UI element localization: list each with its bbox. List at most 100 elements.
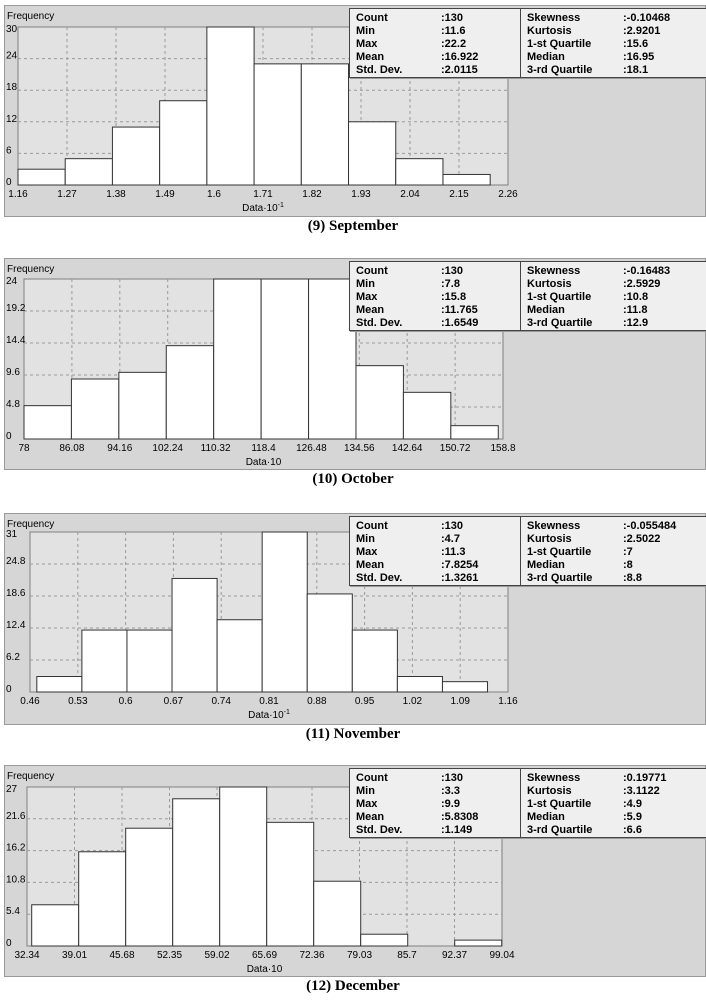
stat-row: Median: 11.8 [527, 304, 702, 317]
x-tick-label: 45.68 [109, 950, 134, 961]
stat-separator: : [623, 12, 627, 24]
stat-row: Mean: 16.922 [356, 51, 516, 64]
stat-value: 6.6 [626, 824, 642, 836]
stat-separator: : [623, 546, 627, 558]
histogram-bar [81, 629, 128, 693]
stat-separator: : [441, 317, 445, 329]
stat-label: Skewness [527, 265, 581, 277]
x-tick-label: 0.95 [355, 696, 375, 707]
stat-row: Mean: 11.765 [356, 304, 516, 317]
stat-label: 3-rd Quartile [527, 572, 593, 584]
stat-value: 3.1122 [626, 785, 660, 797]
stat-label: Std. Dev. [356, 572, 403, 584]
statistics-box: Count: 130 Min: 4.7 Max: 11.3 Mean: 7.8254 S… [349, 516, 706, 586]
x-tick-label: 142.64 [392, 443, 423, 454]
chart-caption: (11) November [305, 726, 401, 742]
y-tick-label: 18 [6, 82, 18, 93]
x-tick-label: 99.04 [489, 950, 514, 961]
stat-row: Min: 4.7 [356, 533, 516, 546]
stat-label: Median [527, 559, 565, 571]
stat-label: Count [356, 520, 388, 532]
x-tick-label: 85.7 [397, 950, 417, 961]
x-tick-label: 0.53 [68, 696, 88, 707]
stat-label: 3-rd Quartile [527, 64, 593, 76]
statistics-box: Count: 130 Min: 3.3 Max: 9.9 Mean: 5.8308 St… [349, 768, 706, 838]
stat-row: Count: 130 [356, 772, 516, 785]
histogram-bar [165, 345, 215, 440]
x-tick-label: 126.48 [296, 443, 327, 454]
chart-caption: (10) October [312, 471, 394, 487]
x-tick-label: 0.67 [164, 696, 184, 707]
stat-separator: : [623, 572, 627, 584]
histogram-panel: 78 86.08 94.16 102.24 110.32 118.4 126.48 134.5… [4, 258, 706, 470]
stat-label: 1-st Quartile [527, 38, 592, 50]
histogram-bar [351, 629, 398, 693]
histogram-bar [442, 173, 491, 186]
y-tick-label: 0 [6, 177, 12, 188]
stat-row: Kurtosis: 2.5022 [527, 533, 702, 546]
histogram-bar [126, 629, 173, 693]
x-tick-label: 39.01 [62, 950, 87, 961]
y-tick-label: 6 [6, 145, 12, 156]
x-tick-label: 0.6 [119, 696, 133, 707]
stat-separator: : [441, 559, 445, 571]
histogram-bar [313, 880, 362, 947]
stat-value: 7 [626, 546, 633, 558]
x-tick-label: 1.71 [253, 189, 273, 200]
stat-row: Std. Dev.: 1.3261 [356, 572, 516, 585]
x-tick-label: 150.72 [440, 443, 471, 454]
stat-separator: : [623, 317, 627, 329]
stat-value: 10.8 [626, 291, 649, 303]
stat-separator: : [441, 291, 445, 303]
x-tick-label: 0.88 [307, 696, 327, 707]
histogram-bar [118, 371, 167, 440]
stat-separator: : [623, 785, 627, 797]
stat-row: 1-st Quartile: 7 [527, 546, 702, 559]
stat-value: 5.8308 [444, 811, 479, 823]
stat-value: 4.7 [444, 533, 460, 545]
x-tick-label: 2.26 [498, 189, 518, 200]
stat-value: 11.3 [444, 546, 466, 558]
stat-value: 7.8 [444, 278, 460, 290]
stat-value: 130 [444, 520, 464, 532]
stat-separator: : [441, 265, 445, 277]
histogram-bar [125, 827, 174, 947]
x-tick-label: 1.6 [207, 189, 221, 200]
stat-row: Std. Dev.: 1.6549 [356, 317, 516, 330]
y-tick-label: 16.2 [6, 843, 26, 854]
y-tick-label: 0 [6, 938, 12, 949]
stat-separator: : [441, 64, 445, 76]
stat-row: 1-st Quartile: 15.6 [527, 38, 702, 51]
stat-label: Mean [356, 304, 385, 316]
stat-separator: : [441, 278, 445, 290]
stat-value: -0.10468 [626, 12, 671, 24]
stat-value: 18.1 [626, 64, 649, 76]
histogram-panel: 0.46 0.53 0.6 0.67 0.74 0.81 0.88 0.95 1.02 1.09 1… [4, 513, 706, 725]
y-tick-label: 0 [6, 431, 12, 442]
stat-value: 15.8 [444, 291, 467, 303]
x-axis-label: Data·10 [247, 964, 283, 975]
stat-row: 3-rd Quartile: 6.6 [527, 824, 702, 837]
stat-separator: : [623, 38, 627, 50]
x-tick-label: 0.46 [20, 696, 40, 707]
y-tick-label: 14.4 [6, 335, 26, 346]
y-tick-label: 5.4 [6, 906, 20, 917]
y-tick-label: 4.8 [6, 399, 20, 410]
stat-separator: : [623, 64, 627, 76]
stat-separator: : [623, 291, 627, 303]
stat-value: 0.19771 [626, 772, 667, 784]
stat-label: Count [356, 772, 388, 784]
stat-label: Skewness [527, 772, 581, 784]
stat-row: Count: 130 [356, 265, 516, 278]
stat-label: Mean [356, 51, 385, 63]
x-tick-label: 79.03 [347, 950, 372, 961]
stat-row: Max: 22.2 [356, 38, 516, 51]
stat-separator: : [441, 51, 445, 63]
stat-label: Max [356, 38, 378, 50]
histogram-bar [454, 939, 503, 947]
stat-separator: : [441, 798, 445, 810]
stat-separator: : [623, 533, 627, 545]
stat-separator: : [623, 772, 627, 784]
x-tick-label: 86.08 [59, 443, 84, 454]
stat-separator: : [441, 304, 445, 316]
